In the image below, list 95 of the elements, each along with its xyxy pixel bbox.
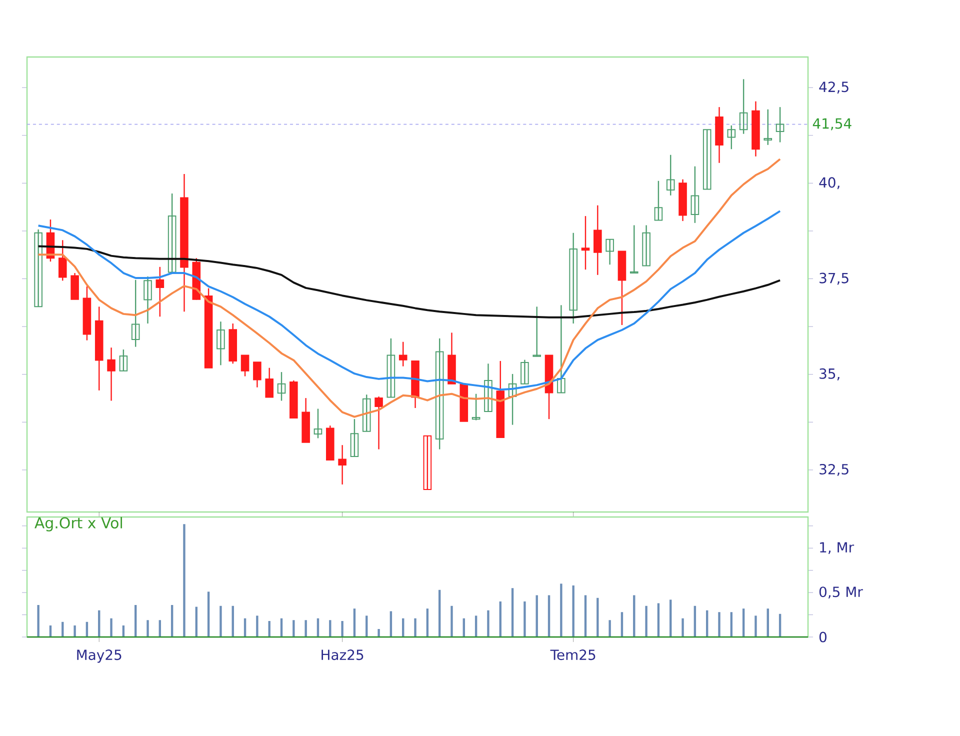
bar bbox=[487, 610, 490, 638]
bar bbox=[608, 620, 611, 638]
bar bbox=[524, 601, 526, 638]
bar bbox=[146, 620, 149, 638]
candlestick bbox=[34, 228, 42, 308]
y-tick-label: 35, bbox=[820, 368, 840, 380]
candlestick bbox=[557, 304, 566, 394]
y-tick-label: 42,5 bbox=[819, 82, 848, 94]
candlestick bbox=[569, 232, 578, 324]
candlestick bbox=[739, 78, 748, 134]
candlestick bbox=[776, 106, 784, 143]
candlestick bbox=[508, 373, 517, 426]
candlestick bbox=[386, 338, 396, 398]
bar bbox=[682, 618, 684, 638]
candlestick bbox=[107, 346, 116, 402]
candlestick bbox=[484, 363, 492, 412]
bar bbox=[718, 612, 720, 638]
bar bbox=[584, 595, 587, 638]
candlestick bbox=[277, 371, 286, 402]
candlestick bbox=[338, 444, 346, 486]
bar bbox=[353, 608, 356, 638]
bar bbox=[390, 611, 392, 638]
candlestick bbox=[70, 272, 79, 300]
candlestick bbox=[666, 154, 675, 196]
bar bbox=[256, 616, 258, 638]
bar bbox=[37, 605, 40, 638]
candlestick bbox=[314, 408, 322, 439]
bar bbox=[110, 618, 112, 638]
x-tick-label: Haz25 bbox=[322, 650, 364, 660]
y-tick-label: 40, bbox=[819, 177, 840, 190]
y-tick-label: 0,5 Mr bbox=[819, 586, 863, 599]
bar bbox=[754, 616, 757, 638]
bar bbox=[560, 584, 562, 638]
y-tick-label: 37,5 bbox=[820, 272, 848, 285]
y-tick-label: 0 bbox=[819, 632, 826, 642]
candlestick bbox=[423, 435, 432, 490]
bar bbox=[438, 590, 441, 638]
x-tick-label: May25 bbox=[77, 650, 122, 663]
chart-title: Ag.Ort x Vol bbox=[34, 516, 122, 532]
bar bbox=[645, 606, 648, 638]
candlestick bbox=[350, 418, 359, 458]
bar bbox=[74, 625, 76, 638]
candlestick bbox=[362, 394, 371, 432]
bar bbox=[304, 620, 307, 638]
bar bbox=[670, 600, 672, 638]
candlestick bbox=[131, 279, 140, 348]
bar bbox=[572, 585, 574, 638]
candlestick bbox=[265, 367, 274, 398]
candlestick bbox=[374, 396, 383, 450]
x-tick-label: Tem25 bbox=[550, 650, 596, 660]
bar bbox=[414, 618, 416, 638]
line-series bbox=[37, 210, 782, 391]
bar bbox=[207, 592, 210, 638]
candlestick bbox=[594, 204, 602, 276]
candlestick bbox=[168, 192, 176, 273]
candlestick bbox=[253, 362, 262, 388]
bar bbox=[183, 524, 186, 638]
candlestick bbox=[654, 180, 663, 221]
candlestick bbox=[520, 359, 529, 385]
bar bbox=[341, 621, 344, 638]
candlestick bbox=[119, 348, 128, 372]
y-tick-label: 32,5 bbox=[820, 464, 848, 476]
bar bbox=[268, 621, 270, 638]
bar bbox=[536, 595, 538, 638]
bar bbox=[292, 620, 295, 638]
candlestick bbox=[240, 354, 250, 377]
candlestick bbox=[642, 224, 650, 266]
ref-line-label: 41,54 bbox=[812, 118, 852, 130]
candlestick bbox=[690, 166, 700, 224]
candlestick bbox=[216, 320, 225, 366]
candlestick bbox=[727, 124, 736, 150]
bar bbox=[511, 588, 514, 638]
candlestick bbox=[435, 338, 444, 450]
bar bbox=[450, 606, 453, 638]
candlestick bbox=[398, 341, 408, 367]
candlestick bbox=[156, 266, 164, 318]
candlestick bbox=[144, 276, 152, 324]
bar bbox=[633, 595, 636, 638]
candlestick bbox=[58, 240, 67, 282]
bar bbox=[596, 598, 599, 638]
bar bbox=[657, 603, 660, 638]
bar bbox=[220, 606, 222, 638]
candlestick bbox=[532, 306, 542, 357]
bar bbox=[426, 608, 429, 638]
bar bbox=[378, 629, 380, 638]
y-tick-label: 1, Mr bbox=[820, 542, 854, 554]
candlestick bbox=[764, 108, 772, 146]
bar bbox=[766, 608, 769, 638]
candlestick bbox=[606, 238, 614, 266]
bar bbox=[548, 595, 550, 638]
candlestick bbox=[472, 393, 480, 421]
candlestick bbox=[581, 215, 590, 270]
candlestick bbox=[630, 224, 638, 274]
bar bbox=[170, 605, 174, 638]
candlestick bbox=[702, 129, 712, 190]
